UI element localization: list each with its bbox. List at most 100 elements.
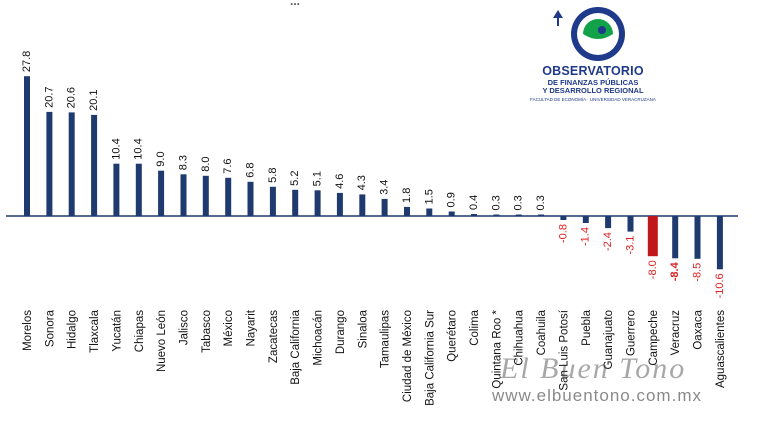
category-label: Coahuila — [536, 309, 548, 355]
bar-guanajuato — [605, 216, 612, 229]
category-label: Oaxaca — [693, 309, 705, 349]
category-label: Colima — [469, 309, 481, 345]
category-label: Chihuahua — [514, 309, 526, 365]
logo-title: OBSERVATORIO — [542, 64, 644, 78]
category-label: Sonora — [44, 309, 56, 347]
bar-quintana-roo- — [493, 214, 500, 216]
value-label: 8.3 — [177, 155, 189, 170]
value-label: 5.2 — [289, 171, 301, 186]
bar-jalisco — [180, 174, 187, 216]
bar-baja-california-sur — [426, 208, 433, 216]
category-label: Tamaulipas — [380, 310, 392, 368]
value-label: 6.8 — [245, 162, 257, 177]
bar-veracruz — [672, 216, 679, 259]
bar-tabasco — [202, 175, 209, 216]
category-label: Sinaloa — [357, 309, 369, 348]
bar-puebla — [582, 216, 589, 223]
bar-oaxaca — [694, 216, 701, 259]
category-label: Tabasco — [201, 310, 213, 353]
category-label: Jalisco — [178, 310, 190, 345]
value-label: 1.5 — [423, 189, 435, 204]
value-label: 20.7 — [43, 86, 55, 107]
value-label: 0.3 — [535, 195, 547, 210]
value-label: 10.4 — [133, 138, 145, 159]
logo-subtitle: DE FINANZAS PÚBLICAS Y DESARROLLO REGION… — [528, 79, 658, 95]
observatorio-emblem-icon — [553, 7, 625, 61]
logo-subtitle-line2: Y DESARROLLO REGIONAL — [542, 86, 644, 95]
bars-group — [24, 76, 723, 270]
category-label: Nuevo León — [156, 310, 168, 372]
value-label: -3.1 — [624, 236, 636, 255]
category-label: Baja California Sur — [424, 310, 436, 406]
bar-baja-california — [292, 189, 299, 216]
bar-coahuila — [538, 214, 545, 216]
category-label: Chiapas — [134, 310, 146, 352]
value-label: 20.6 — [66, 87, 78, 108]
watermark-url: www.elbuentono.com.mx — [492, 386, 702, 405]
value-labels-group: 27.8 20.7 20.6 20.1 10.4 10.4 9.0 8.3 8.0 7.6 6.8 5… — [21, 51, 726, 299]
category-label: Querétaro — [447, 310, 459, 362]
value-label: 0.3 — [513, 195, 525, 210]
value-label: 4.3 — [356, 175, 368, 190]
value-label: -10.6 — [714, 273, 726, 298]
value-label: 27.8 — [21, 51, 33, 72]
bar-chihuahua — [515, 214, 522, 216]
value-label: 5.1 — [312, 171, 324, 186]
cut-off-heading: ... — [290, 0, 301, 8]
category-label: Durango — [335, 310, 347, 354]
value-label: 1.8 — [401, 188, 413, 203]
bar-campeche — [647, 216, 658, 257]
logo-subtitle-line1: DE FINANZAS PÚBLICAS — [547, 78, 639, 87]
bar-ciudad-de-m-xico — [404, 206, 410, 216]
value-label: 4.6 — [334, 174, 346, 189]
watermark-brand: El Buen Tono — [500, 352, 687, 385]
value-label: -8.4 — [669, 261, 681, 281]
bar-yucat-n — [113, 163, 120, 216]
category-label: México — [223, 310, 235, 346]
bar-hidalgo — [68, 112, 75, 216]
observatorio-logo: OBSERVATORIO DE FINANZAS PÚBLICAS Y DESA… — [528, 4, 658, 108]
bar-nayarit — [247, 181, 254, 216]
value-label: 0.4 — [468, 195, 480, 210]
category-label: Yucatán — [111, 310, 123, 352]
bar-tlaxcala — [91, 114, 98, 216]
value-label: -8.5 — [692, 263, 704, 282]
value-label: 10.4 — [110, 138, 122, 159]
value-label: 5.8 — [267, 168, 279, 183]
category-label: Baja California — [290, 309, 302, 384]
value-label: 7.6 — [222, 158, 234, 173]
value-label: -2.4 — [602, 232, 614, 251]
category-label: Morelos — [22, 310, 34, 351]
bar-nuevo-le-n — [158, 170, 165, 216]
value-label: 3.4 — [379, 180, 391, 195]
category-label: Michoacán — [313, 310, 325, 366]
bar-sinaloa — [359, 194, 366, 216]
category-label: Puebla — [581, 309, 593, 345]
category-label: Guanajuato — [603, 310, 615, 369]
category-label: Nayarit — [246, 309, 258, 346]
value-label: -8.0 — [647, 260, 659, 279]
value-label: -0.8 — [557, 224, 569, 243]
bar-san-luis-potos- — [560, 216, 567, 220]
bar-quer-taro — [448, 211, 455, 216]
value-label: 8.0 — [200, 156, 212, 171]
category-label: Aguascalientes — [715, 310, 727, 388]
category-label: San Luis Potosí — [558, 309, 570, 390]
value-label: 0.9 — [446, 192, 458, 207]
bar-morelos — [24, 76, 30, 216]
category-label: Ciudad de México — [402, 310, 414, 402]
value-label: 20.1 — [88, 89, 100, 110]
category-label: Veracruz — [670, 310, 682, 356]
category-label: Campeche — [648, 310, 660, 366]
logo-tiny-line: FACULTAD DE ECONOMÍA · UNIVERSIDAD VERAC… — [530, 97, 656, 102]
bar-durango — [336, 192, 343, 216]
category-labels-group: Morelos Sonora Hidalgo Tlaxcala Yucatán Chiap… — [22, 309, 727, 406]
value-label: 9.0 — [155, 151, 167, 166]
value-label: -1.4 — [580, 227, 592, 246]
bar-zacatecas — [269, 186, 276, 216]
category-label: Hidalgo — [67, 310, 79, 349]
bar-guerrero — [627, 216, 634, 232]
bar-chiapas — [135, 163, 142, 216]
value-label: 0.3 — [490, 195, 502, 210]
